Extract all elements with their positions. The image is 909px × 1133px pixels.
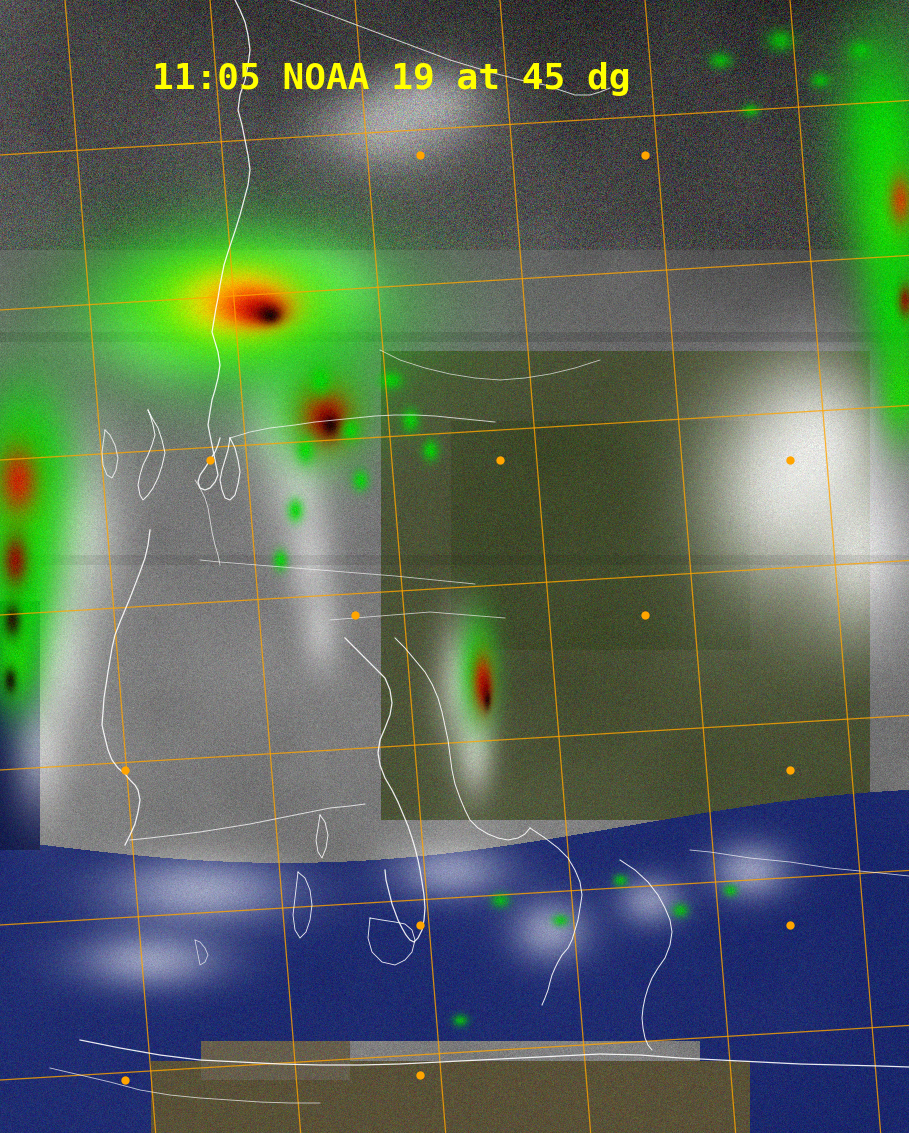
Text: 11:05 NOAA 19 at 45 dg: 11:05 NOAA 19 at 45 dg [152,62,630,96]
